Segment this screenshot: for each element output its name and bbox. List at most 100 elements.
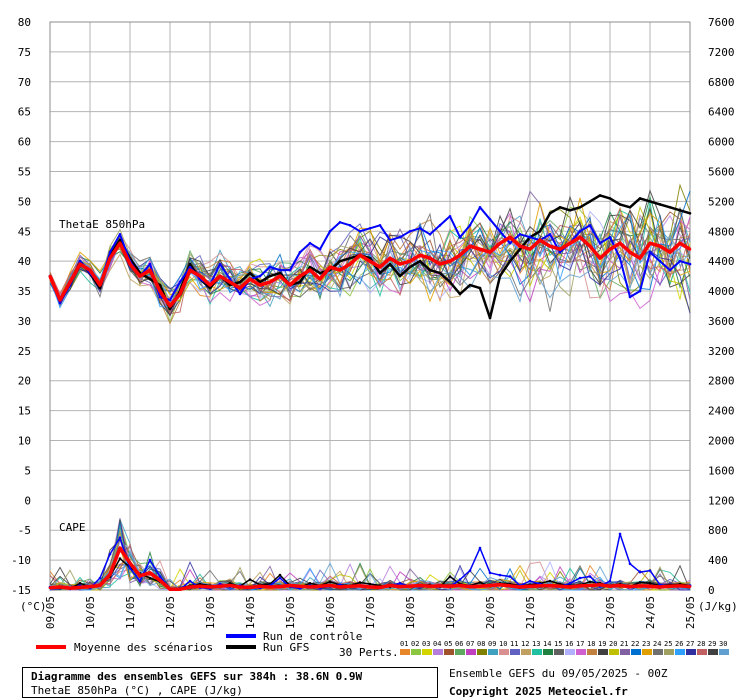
gfs-thetae-line-point [318, 271, 322, 275]
perturbation-number: 14 [543, 640, 551, 648]
left-tick-label: -5 [18, 524, 31, 537]
gfs-thetae-line-point [268, 274, 272, 278]
control-thetae-line-point [118, 233, 122, 236]
mean-cape-line-point [168, 588, 172, 591]
control-thetae-line-point [488, 218, 492, 221]
right-tick-label: 7200 [708, 46, 735, 59]
perturbation-swatch [499, 649, 509, 655]
mean-thetae-line-point [308, 268, 312, 272]
x-tick-label: 24/05 [644, 596, 657, 629]
gfs-thetae-line-point [248, 271, 252, 275]
mean-thetae-line-point [528, 247, 532, 251]
perturbation-swatch [719, 649, 729, 655]
mean-cape-line-point [658, 585, 662, 589]
control-thetae-line-point [308, 241, 312, 245]
mean-thetae-line-point [298, 274, 302, 278]
mean-thetae-line-point [418, 253, 422, 257]
legend-control-label: Run de contrôle [263, 630, 362, 643]
mean-thetae-line-point [568, 241, 572, 245]
perturbation-swatch [664, 649, 674, 655]
left-tick-label: 20 [18, 375, 31, 388]
left-tick-label: 5 [24, 464, 31, 477]
perturbation-number: 18 [587, 640, 595, 648]
perturbation-swatch [587, 649, 597, 655]
mean-thetae-line-point [238, 286, 242, 290]
right-tick-label: 3200 [708, 345, 735, 358]
mean-thetae-line-point [278, 274, 282, 278]
control-cape-line-point [638, 570, 642, 574]
perturbation-swatch [543, 649, 553, 655]
gfs-thetae-line-point [508, 259, 512, 263]
mean-thetae-line-point [668, 250, 672, 254]
perturbation-number: 12 [521, 640, 529, 648]
mean-cape-line-point [688, 585, 692, 588]
control-thetae-line-point [328, 230, 332, 233]
gfs-thetae-line-point [298, 280, 302, 284]
perturbation-number: 21 [620, 640, 628, 648]
perturbation-number: 03 [422, 640, 430, 648]
mean-cape-line-point [648, 585, 652, 588]
control-thetae-line-point [468, 224, 472, 227]
mean-thetae-line-point [558, 247, 562, 251]
mean-thetae-line-point [618, 241, 622, 245]
info-box: Diagramme des ensembles GEFS sur 384h : … [22, 667, 438, 698]
gfs-thetae-line-point [438, 271, 442, 275]
mean-thetae-line-point [438, 262, 442, 266]
gfs-thetae-line-point [458, 292, 462, 296]
perturbation-legend: 01 02 03 04 05 06 07 08 09 10 11 12 13 14 15 16 17 18 19 20… [400, 640, 729, 655]
left-tick-label: 80 [18, 16, 31, 29]
perturbation-swatch [554, 649, 564, 655]
gfs-cape-line-point [478, 581, 482, 584]
mean-cape-line-point [298, 585, 302, 588]
mean-thetae-line-point [648, 241, 652, 245]
right-tick-label: 4800 [708, 225, 735, 238]
control-thetae-line-point [598, 241, 602, 245]
mean-cape-line-point [48, 586, 52, 590]
control-thetae-line-point [348, 224, 352, 227]
left-tick-label: -10 [11, 554, 31, 567]
control-thetae-line-point [78, 259, 82, 263]
mean-thetae-line-point [118, 241, 122, 245]
left-tick-label: 0 [24, 494, 31, 507]
mean-cape-line-point [618, 584, 622, 587]
control-thetae-line-point [458, 235, 462, 239]
control-thetae-line-point [108, 250, 112, 254]
perturbation-number: 30 [719, 640, 727, 648]
gfs-cape-line-point [308, 582, 312, 585]
gfs-thetae-line-point [98, 286, 102, 290]
mean-cape-line-point [448, 585, 452, 588]
perturbation-swatch [697, 649, 707, 655]
left-tick-label: 55 [18, 165, 31, 178]
control-thetae-line-point [158, 295, 162, 299]
mean-cape-line-point [458, 584, 462, 587]
control-cape-line-point [158, 575, 162, 578]
perturbation-swatch [488, 649, 498, 655]
control-thetae-line-point [338, 221, 342, 224]
control-cape-line-point [188, 579, 192, 583]
mean-cape-line-point [278, 585, 282, 588]
mean-thetae-line-point [68, 280, 72, 284]
x-tick-label: 15/05 [284, 596, 297, 629]
perturbation-number: 02 [411, 640, 419, 648]
perturbation-number: 07 [466, 640, 474, 648]
gfs-thetae-line-point [568, 209, 572, 212]
control-thetae-line-point [688, 262, 692, 266]
mean-thetae-line-point [48, 274, 52, 278]
gfs-thetae-line-point [418, 259, 422, 263]
control-cape-line-point [578, 576, 582, 580]
perturbation-thetae-line [49, 233, 691, 305]
mean-thetae-line-point [58, 298, 62, 302]
mean-thetae-line-point [578, 235, 582, 239]
gfs-thetae-line-point [428, 268, 432, 272]
control-cape-line-point [498, 573, 502, 577]
mean-cape-line-point [608, 585, 612, 588]
mean-thetae-line-point [198, 274, 202, 278]
left-tick-label: 10 [18, 435, 31, 448]
gfs-thetae-line-point [608, 197, 612, 200]
gfs-thetae-line-point [558, 206, 562, 209]
control-cape-line-point [588, 575, 592, 578]
control-thetae-line-point [478, 206, 482, 209]
right-tick-label: 400 [708, 554, 728, 567]
perturbation-number: 19 [598, 640, 606, 648]
control-cape-line-point [458, 578, 462, 581]
